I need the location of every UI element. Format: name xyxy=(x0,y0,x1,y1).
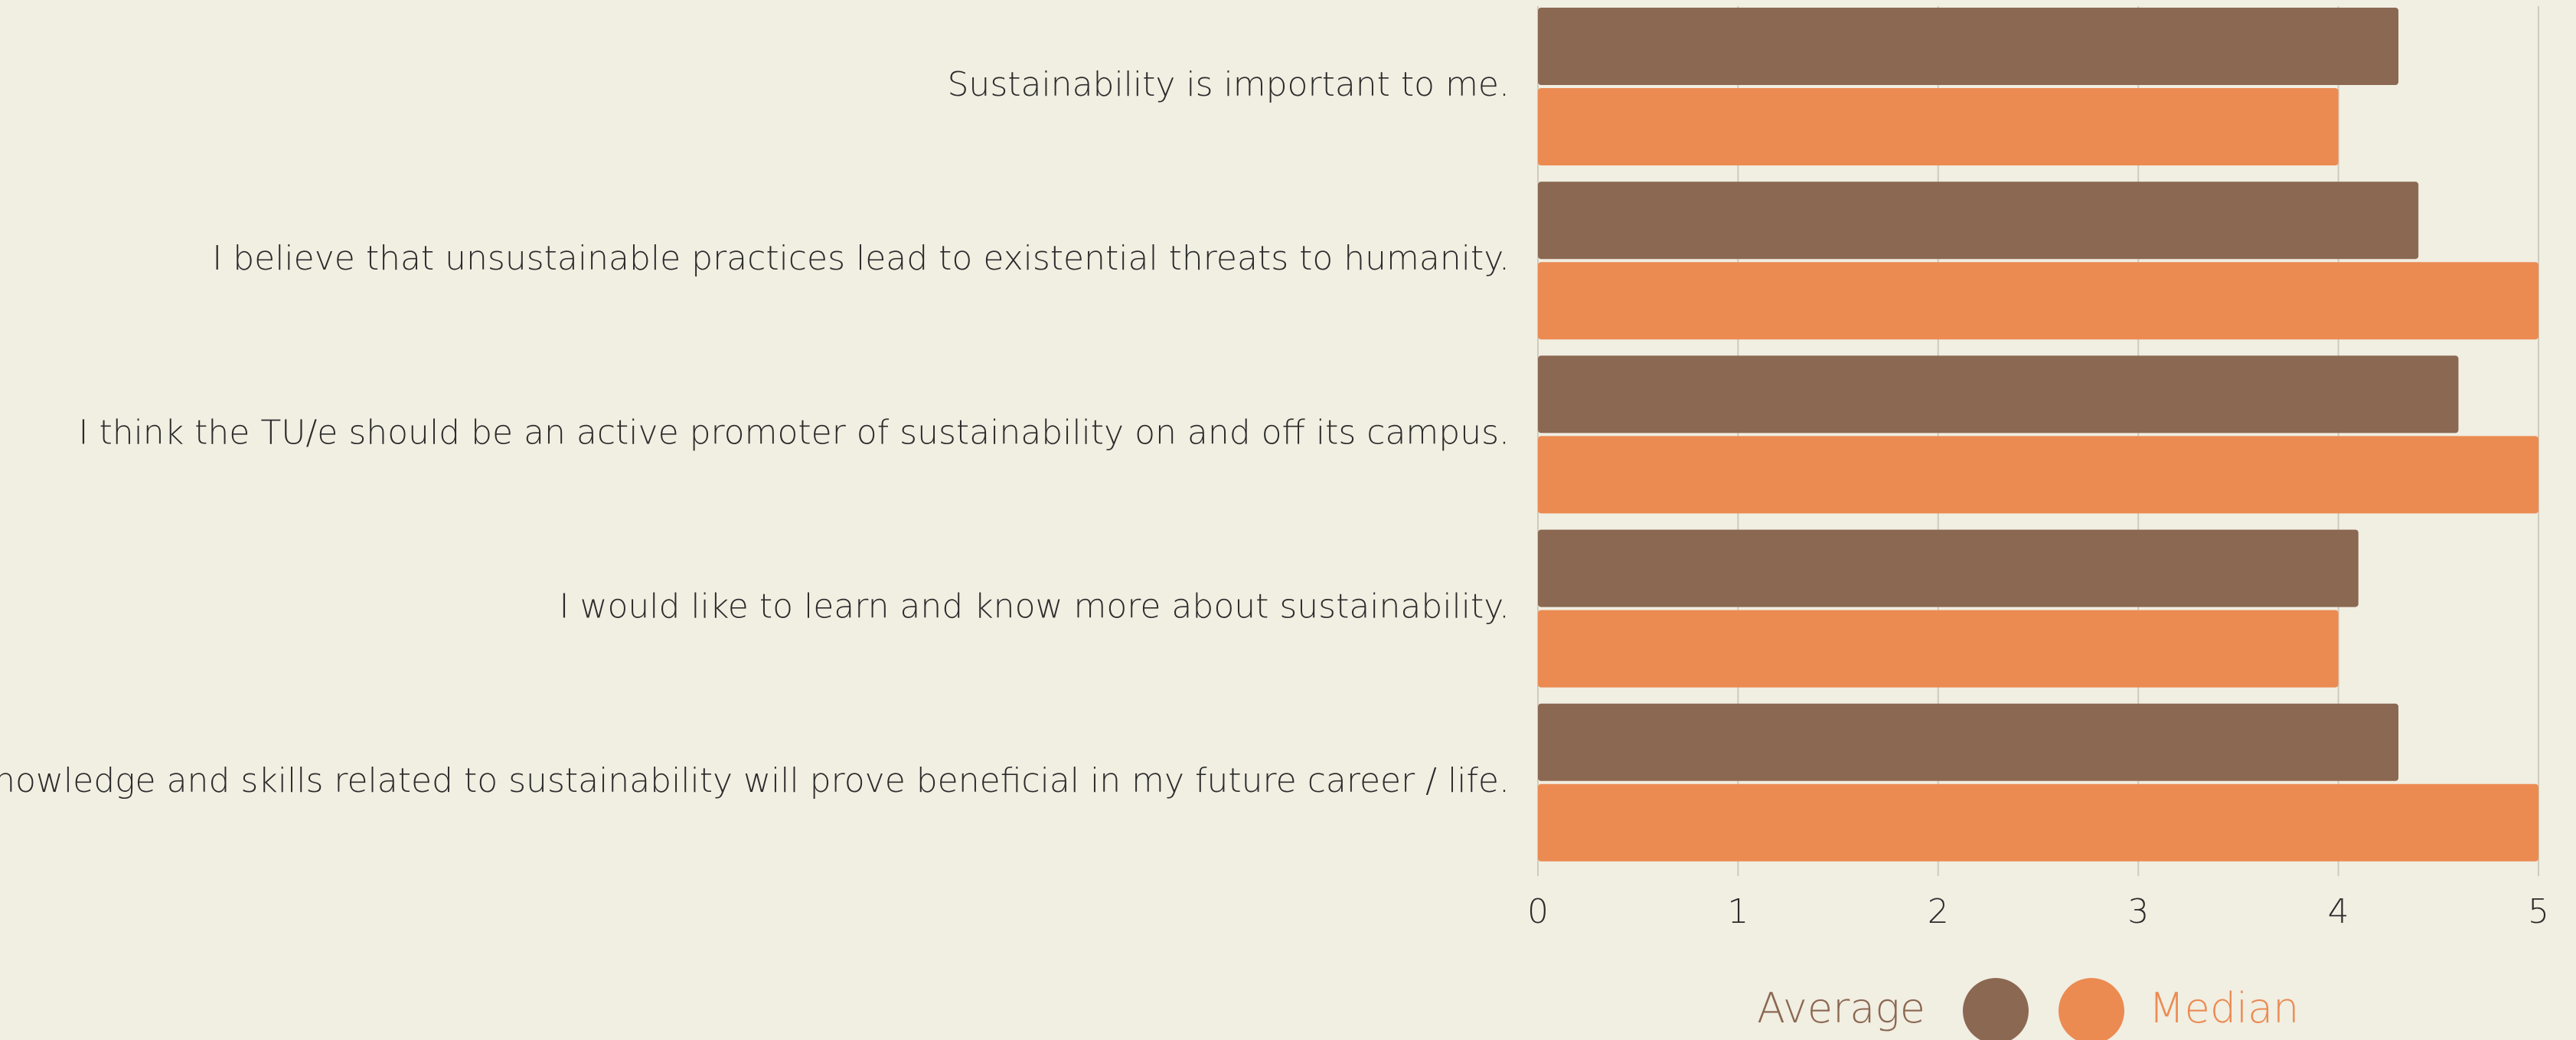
bar xyxy=(1538,529,2359,607)
legend-label: Median xyxy=(2149,984,2299,1032)
category-label: Sustainability is important to me. xyxy=(948,65,1510,104)
x-tick-label: 3 xyxy=(2127,892,2149,931)
bar xyxy=(1538,355,2459,433)
legend-swatch xyxy=(1963,978,2029,1040)
category-label: I believe that unsustainable practices l… xyxy=(212,239,1510,278)
bar xyxy=(1538,262,2538,340)
bar xyxy=(1538,436,2538,514)
bar xyxy=(1538,610,2339,688)
x-tick-label: 5 xyxy=(2528,892,2549,931)
legend-swatch xyxy=(2059,978,2124,1040)
x-tick-label: 1 xyxy=(1727,892,1748,931)
bar xyxy=(1538,88,2339,165)
legend-label: Average xyxy=(1757,984,1925,1032)
x-tick-label: 4 xyxy=(2328,892,2349,931)
category-label: Explicit knowledge and skills related to… xyxy=(0,761,1510,800)
category-label: I think the TU/e should be an active pro… xyxy=(78,413,1510,452)
x-tick-label: 2 xyxy=(1928,892,1949,931)
bar xyxy=(1538,8,2399,85)
bar xyxy=(1538,182,2419,260)
bar xyxy=(1538,703,2399,781)
category-label: I would like to learn and know more abou… xyxy=(560,587,1510,626)
bar xyxy=(1538,783,2538,862)
x-tick-label: 0 xyxy=(1527,892,1549,931)
